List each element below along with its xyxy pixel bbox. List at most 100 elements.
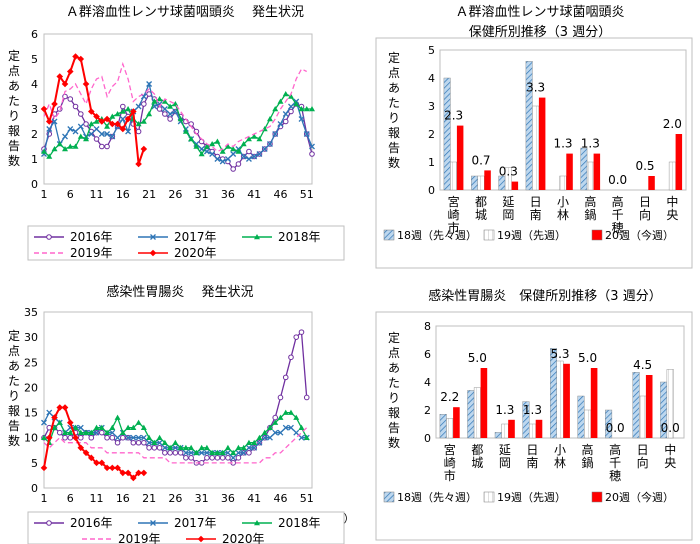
strep-weekly-series-2-point xyxy=(67,143,74,149)
gastro-weekly-series-2-point xyxy=(125,424,132,430)
gastro-weekly-series-2-point xyxy=(114,414,121,420)
gastro-weekly-series-1-point xyxy=(245,444,252,451)
strep-district-value-label: 0.3 xyxy=(499,165,518,179)
gastro-weekly-series-2-point xyxy=(72,424,79,430)
gastro-district-bar-1 xyxy=(639,395,647,439)
strep-district-ytick: 5 xyxy=(428,44,435,57)
strep-weekly-series-4-point xyxy=(82,80,90,88)
strep-district-category-label: 高鍋 xyxy=(584,194,596,222)
gastro-district-bar-2 xyxy=(563,363,570,438)
strep-district-legend-swatch-2 xyxy=(591,229,603,241)
gastro-district-bar-0 xyxy=(467,390,475,439)
strep-weekly-series-4-point xyxy=(124,115,132,123)
gastro-weekly-series-1-point xyxy=(125,434,132,441)
strep-weekly-series-2-point xyxy=(77,133,84,139)
strep-district-category-label: 日南 xyxy=(530,195,542,222)
gastro-weekly-ytick: 35 xyxy=(24,306,38,319)
gastro-weekly-xtick: 21 xyxy=(142,492,156,505)
strep-district-bar-2 xyxy=(593,153,601,190)
ylabel-text: 定点あたり報告数 xyxy=(8,328,20,448)
gastro-weekly-series-4-point xyxy=(40,464,48,472)
gastro-weekly-series-1-point xyxy=(77,424,84,431)
gastro-weekly-series-2-point xyxy=(298,424,305,430)
gastro-weekly-series-2-point xyxy=(109,424,116,430)
gastro-district-bar-0 xyxy=(632,372,640,439)
strep-weekly-series-2-point xyxy=(277,98,284,104)
gastro-weekly-series-2-point xyxy=(172,439,179,446)
gastro-weekly-series-2-point xyxy=(230,449,237,456)
gastro-weekly-series-0-point xyxy=(277,394,284,401)
strep-weekly-series-1-point xyxy=(51,118,58,125)
gastro-weekly-series-2-point xyxy=(146,434,153,441)
gastro-district-bar-2 xyxy=(480,368,488,438)
gastro-district-value-label: 5.0 xyxy=(468,351,487,365)
gastro-weekly-series-2-point xyxy=(62,429,69,435)
strep-weekly-series-1-point xyxy=(93,126,100,132)
gastro-weekly-legend-label-4: 2020年 xyxy=(222,532,265,544)
gastro-weekly-series-2-point xyxy=(51,424,58,430)
strep-district-bar-0 xyxy=(471,175,478,191)
gastro-district-ytick: 0 xyxy=(424,432,431,445)
strep-weekly-series-2-point xyxy=(188,136,195,142)
strep-district-value-label: 2.0 xyxy=(663,117,682,131)
strep-weekly-series-1-point xyxy=(135,103,142,110)
gastro-weekly-series-0-point xyxy=(146,444,152,451)
strep-district-category-label: 延岡 xyxy=(502,195,514,222)
strep-district-plot-area xyxy=(439,49,687,191)
gastro-district-bar-1 xyxy=(473,387,481,439)
strep-district-category-label: 高千穂 xyxy=(612,194,624,235)
strep-district-legend-label-2: 20週（今週） xyxy=(605,228,674,242)
strep-weekly-series-4-point xyxy=(114,120,121,128)
strep-weekly-series-2-point xyxy=(193,143,200,149)
gastro-district-bar-2 xyxy=(535,419,543,438)
gastro-weekly-series-0-point xyxy=(204,455,210,461)
gastro-weekly-series-0-point xyxy=(130,439,137,446)
strep-district-value-label: 0.5 xyxy=(635,159,654,173)
strep-weekly-series-4-point xyxy=(51,100,58,108)
gastro-weekly-series-1-point xyxy=(298,434,305,441)
gastro-weekly-series-0-point xyxy=(209,455,215,461)
strep-weekly-series-1-point xyxy=(67,126,74,132)
strep-weekly-series-2-point xyxy=(266,116,273,122)
strep-weekly-series-1-point xyxy=(256,151,263,157)
gastro-weekly-ylabel: 定点あたり報告数 xyxy=(8,328,20,448)
strep-weekly-series-2-point xyxy=(203,143,210,149)
gastro-weekly-xtick: 16 xyxy=(116,492,130,505)
gastro-weekly-series-0-point xyxy=(162,450,168,456)
strep-district-bar-2 xyxy=(675,134,683,190)
gastro-district-category-label: 高千穂 xyxy=(609,442,621,483)
gastro-weekly-series-2-point xyxy=(282,409,289,415)
gastro-weekly-legend-marker-4 xyxy=(197,535,205,543)
strep-weekly-series-2-point xyxy=(182,128,189,134)
gastro-weekly-series-2-point xyxy=(277,414,284,420)
strep-district-bar-1 xyxy=(450,161,458,191)
strep-weekly-series-0-point xyxy=(162,111,168,117)
strep-weekly-series-2-point xyxy=(62,146,69,152)
strep-weekly-series-1-point xyxy=(125,128,132,135)
ylabel-text: 定点あたり報告数 xyxy=(388,50,400,170)
gastro-weekly-series-4-point xyxy=(87,454,95,462)
strep-weekly-series-1-point xyxy=(288,103,294,110)
strep-weekly-series-1-point xyxy=(62,133,68,140)
strep-weekly-xtick: 51 xyxy=(300,188,314,201)
strep-district-bar-2 xyxy=(484,170,491,190)
strep-weekly-series-2-point xyxy=(309,106,315,112)
gastro-weekly-series-0-point xyxy=(303,394,310,401)
gastro-weekly-series-1-point xyxy=(277,429,284,436)
gastro-weekly-series-0-point xyxy=(214,455,221,461)
strep-weekly-series-1-point xyxy=(298,116,305,122)
gastro-weekly-series-0-point xyxy=(62,434,68,441)
strep-district-value-label: 0.7 xyxy=(471,153,490,167)
gastro-weekly-series-1-point xyxy=(41,419,47,426)
gastro-weekly-series-2-point xyxy=(188,444,195,451)
strep-weekly-series-4-point xyxy=(109,120,116,128)
gastro-district-bar-1 xyxy=(446,418,454,439)
gastro-weekly-series-1-point xyxy=(235,449,242,456)
gastro-weekly-xtick: 6 xyxy=(67,492,74,505)
strep-weekly-series-2-point xyxy=(114,111,121,117)
gastro-district-category-label: 中央 xyxy=(664,442,676,470)
gastro-weekly-series-0-point xyxy=(135,439,142,446)
gastro-weekly-series-0-point xyxy=(298,329,305,335)
gastro-district-bar-0 xyxy=(605,409,613,439)
gastro-weekly-series-0-point xyxy=(151,444,158,451)
